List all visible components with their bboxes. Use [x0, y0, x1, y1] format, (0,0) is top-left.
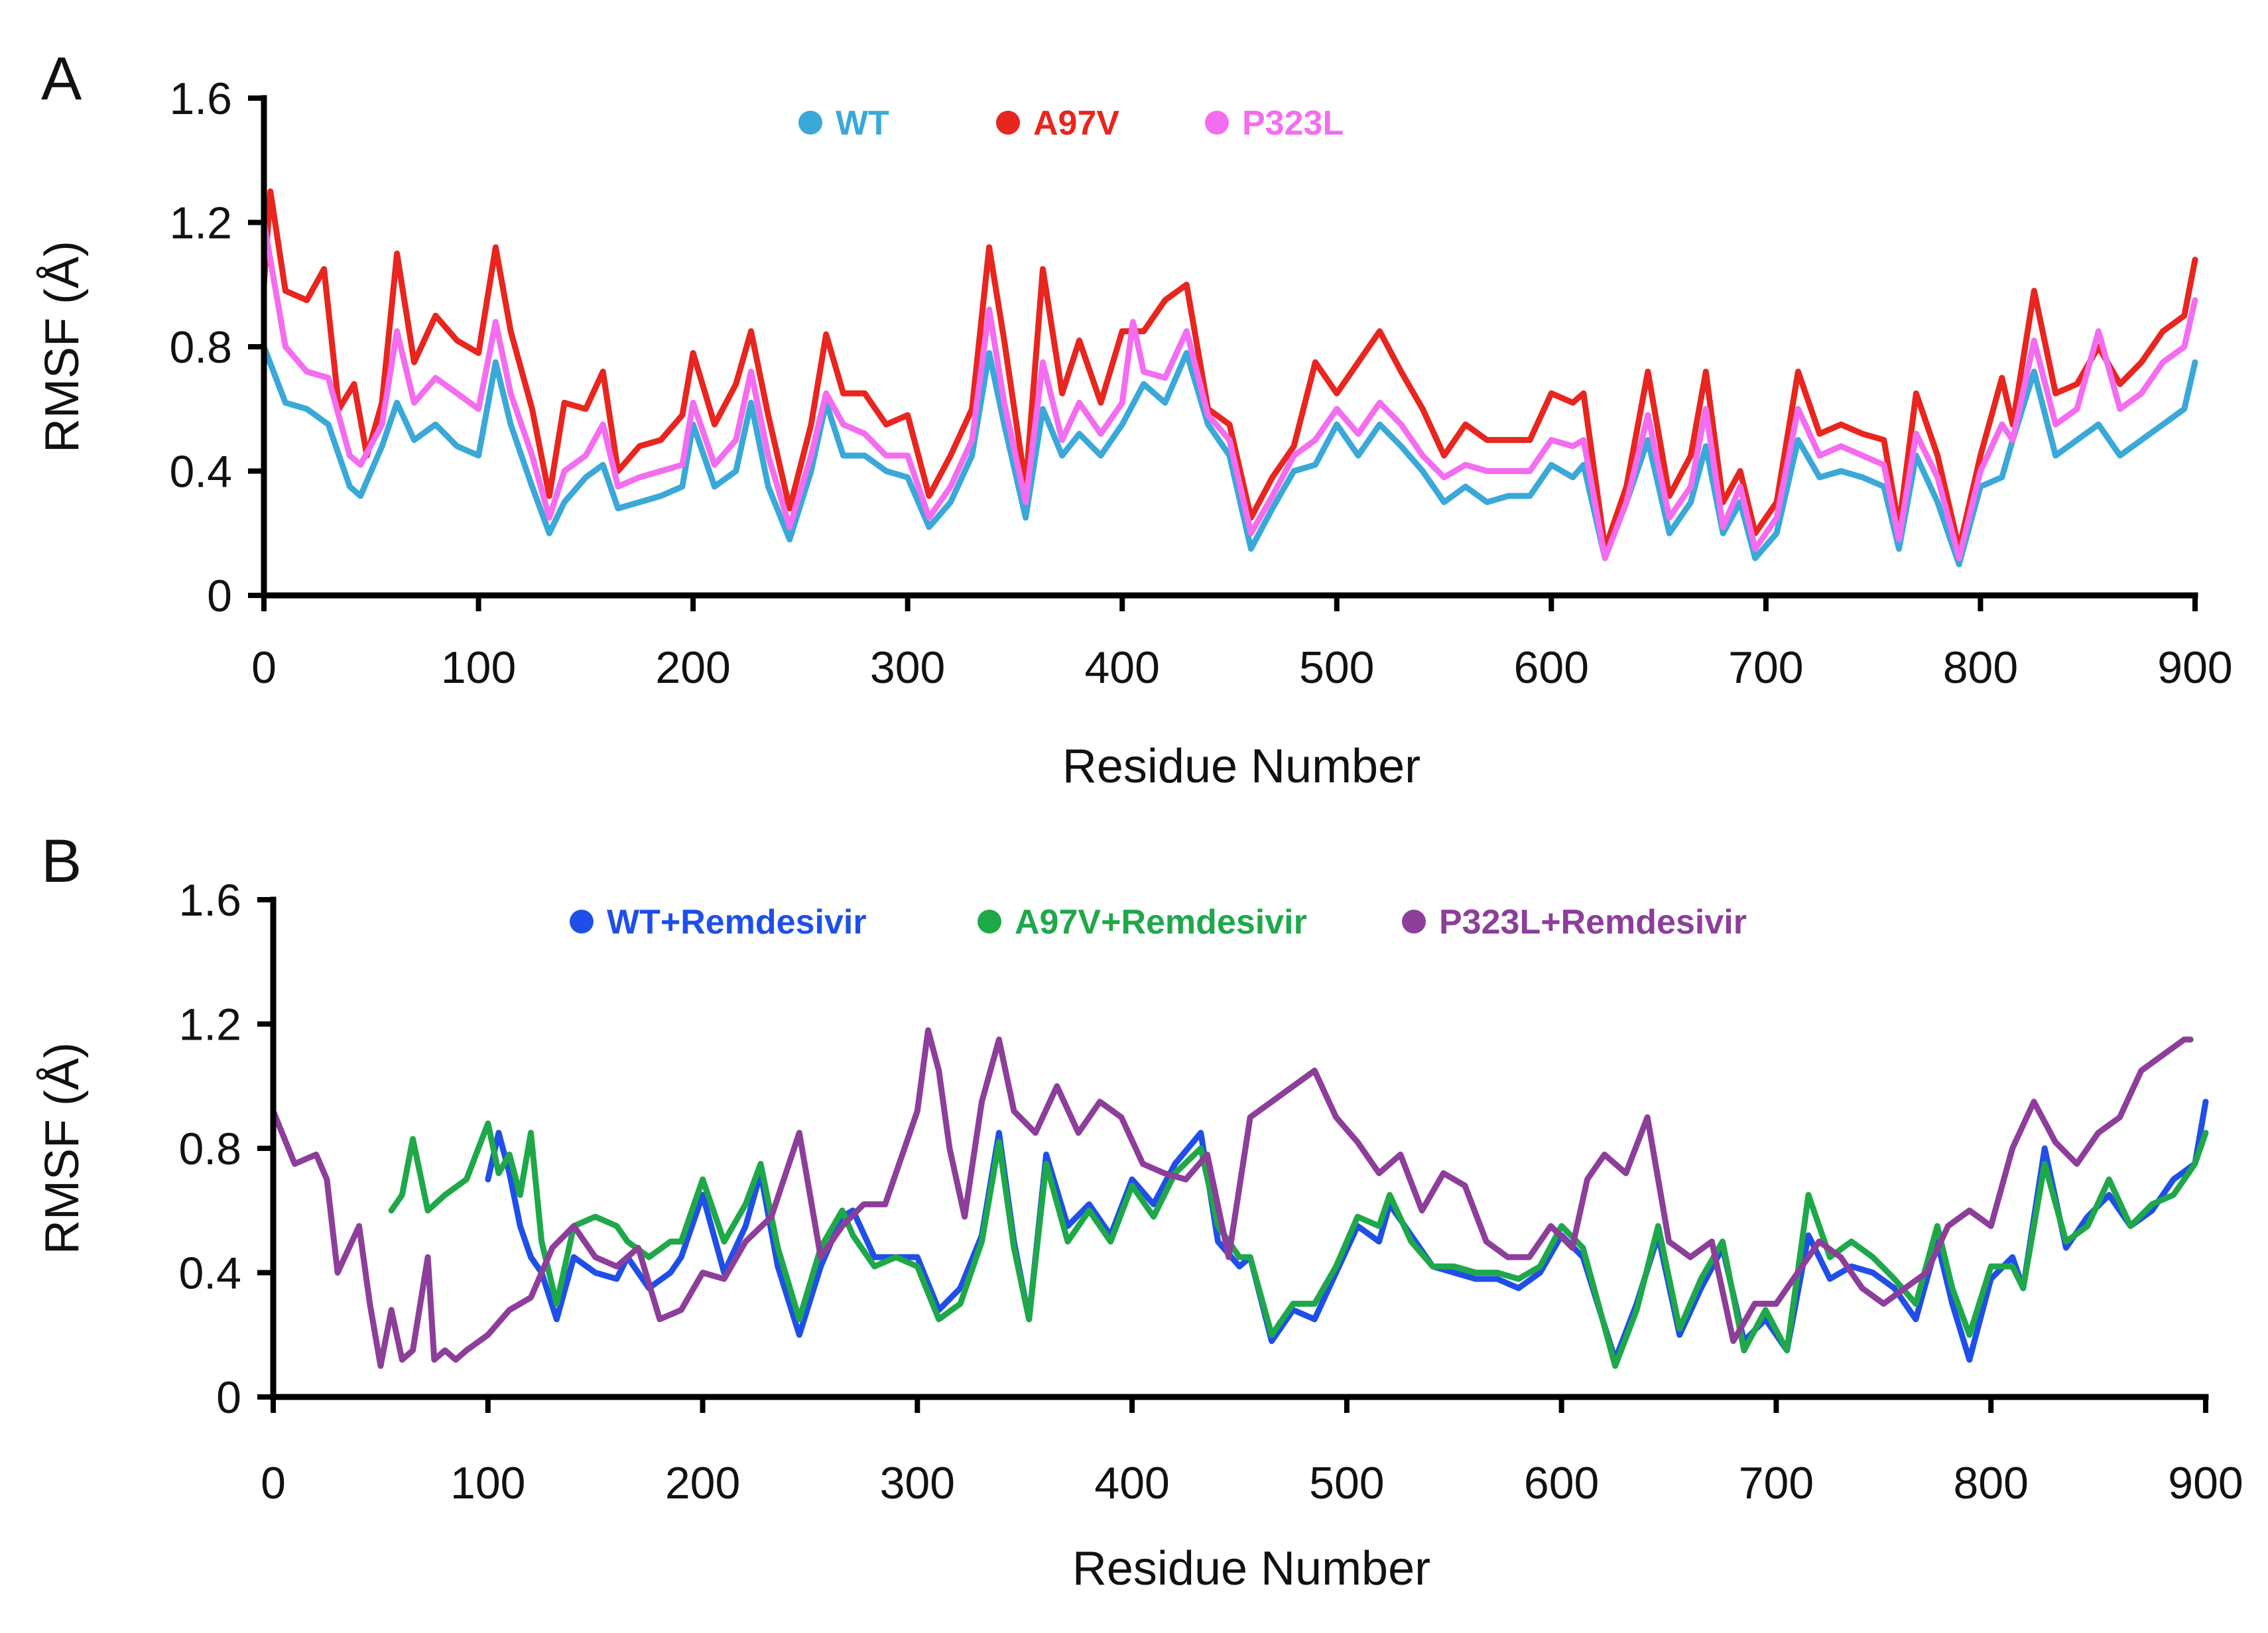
x-axis-title: Residue Number	[1072, 1542, 1430, 1595]
y-axis-title: RMSF (Å)	[36, 1042, 89, 1254]
y-tick-label: 1.6	[169, 74, 232, 124]
x-tick-label: 600	[1514, 642, 1589, 693]
series-line-p323l	[261, 219, 2198, 562]
y-tick-label: 1.6	[178, 875, 241, 926]
x-tick-label: 600	[1524, 1458, 1599, 1508]
legend-marker	[977, 910, 1001, 934]
series-line-wt-remdesivir	[485, 1099, 2209, 1363]
y-tick-label: 0.8	[169, 322, 232, 373]
panel-b-letter: B	[41, 827, 82, 895]
series-line-wt	[261, 343, 2198, 568]
series-line-p323l-remdesivir	[270, 1027, 2194, 1369]
legend-marker	[570, 910, 594, 934]
y-tick-label: 1.2	[169, 198, 232, 249]
x-tick-label: 400	[1094, 1458, 1169, 1508]
x-tick-label: 200	[665, 1458, 740, 1508]
x-tick-label: 800	[1943, 642, 2018, 693]
x-tick-label: 700	[1728, 642, 1803, 693]
legend-label: WT+Remdesivir	[607, 903, 867, 941]
y-tick-label: 0.4	[169, 447, 232, 497]
x-tick-label: 900	[2168, 1458, 2243, 1508]
legend-marker	[1205, 111, 1229, 135]
legend-label: WT	[836, 104, 889, 143]
legend-label: A97V	[1033, 104, 1119, 143]
legend-label: P323L	[1242, 104, 1344, 143]
panel-b: B 0 100 200 300 400 500 600 700 800 900 0 0.4 0.8 1.2…	[36, 827, 2243, 1595]
legend-marker	[798, 111, 822, 135]
legend-label: A97V+Remdesivir	[1015, 903, 1307, 941]
x-tick-label: 700	[1739, 1458, 1814, 1508]
x-tick-label: 200	[655, 642, 730, 693]
x-tick-label: 300	[880, 1458, 955, 1508]
y-tick-label: 0.4	[178, 1248, 241, 1299]
x-tick-label: 400	[1084, 642, 1159, 693]
x-tick-label: 0	[261, 1458, 286, 1508]
x-tick-label: 900	[2157, 642, 2232, 693]
x-tick-label: 800	[1953, 1458, 2028, 1508]
panel-a-letter: A	[41, 45, 82, 113]
legend-marker	[996, 111, 1020, 135]
x-tick-label: 500	[1309, 1458, 1384, 1508]
x-tick-label: 500	[1299, 642, 1374, 693]
x-tick-label: 0	[251, 642, 277, 693]
legend-label: P323L+Remdesivir	[1439, 903, 1747, 941]
legend-marker	[1402, 910, 1426, 934]
y-tick-label: 1.2	[178, 1000, 241, 1050]
panel-a: A 0 100 200 300 400 500 600 700 800 900 0 0.4 0.8 1.2…	[36, 45, 2233, 793]
series-line-a97v-remdesivir	[388, 1120, 2209, 1369]
x-tick-label: 300	[870, 642, 945, 693]
y-tick-label: 0	[216, 1372, 241, 1423]
x-tick-label: 100	[441, 642, 516, 693]
x-tick-label: 100	[450, 1458, 525, 1508]
y-axis-title: RMSF (Å)	[36, 241, 89, 453]
y-tick-label: 0.8	[178, 1124, 241, 1174]
x-axis-title: Residue Number	[1062, 740, 1420, 793]
y-tick-label: 0	[207, 571, 232, 621]
series-line-a97v	[261, 188, 2198, 552]
